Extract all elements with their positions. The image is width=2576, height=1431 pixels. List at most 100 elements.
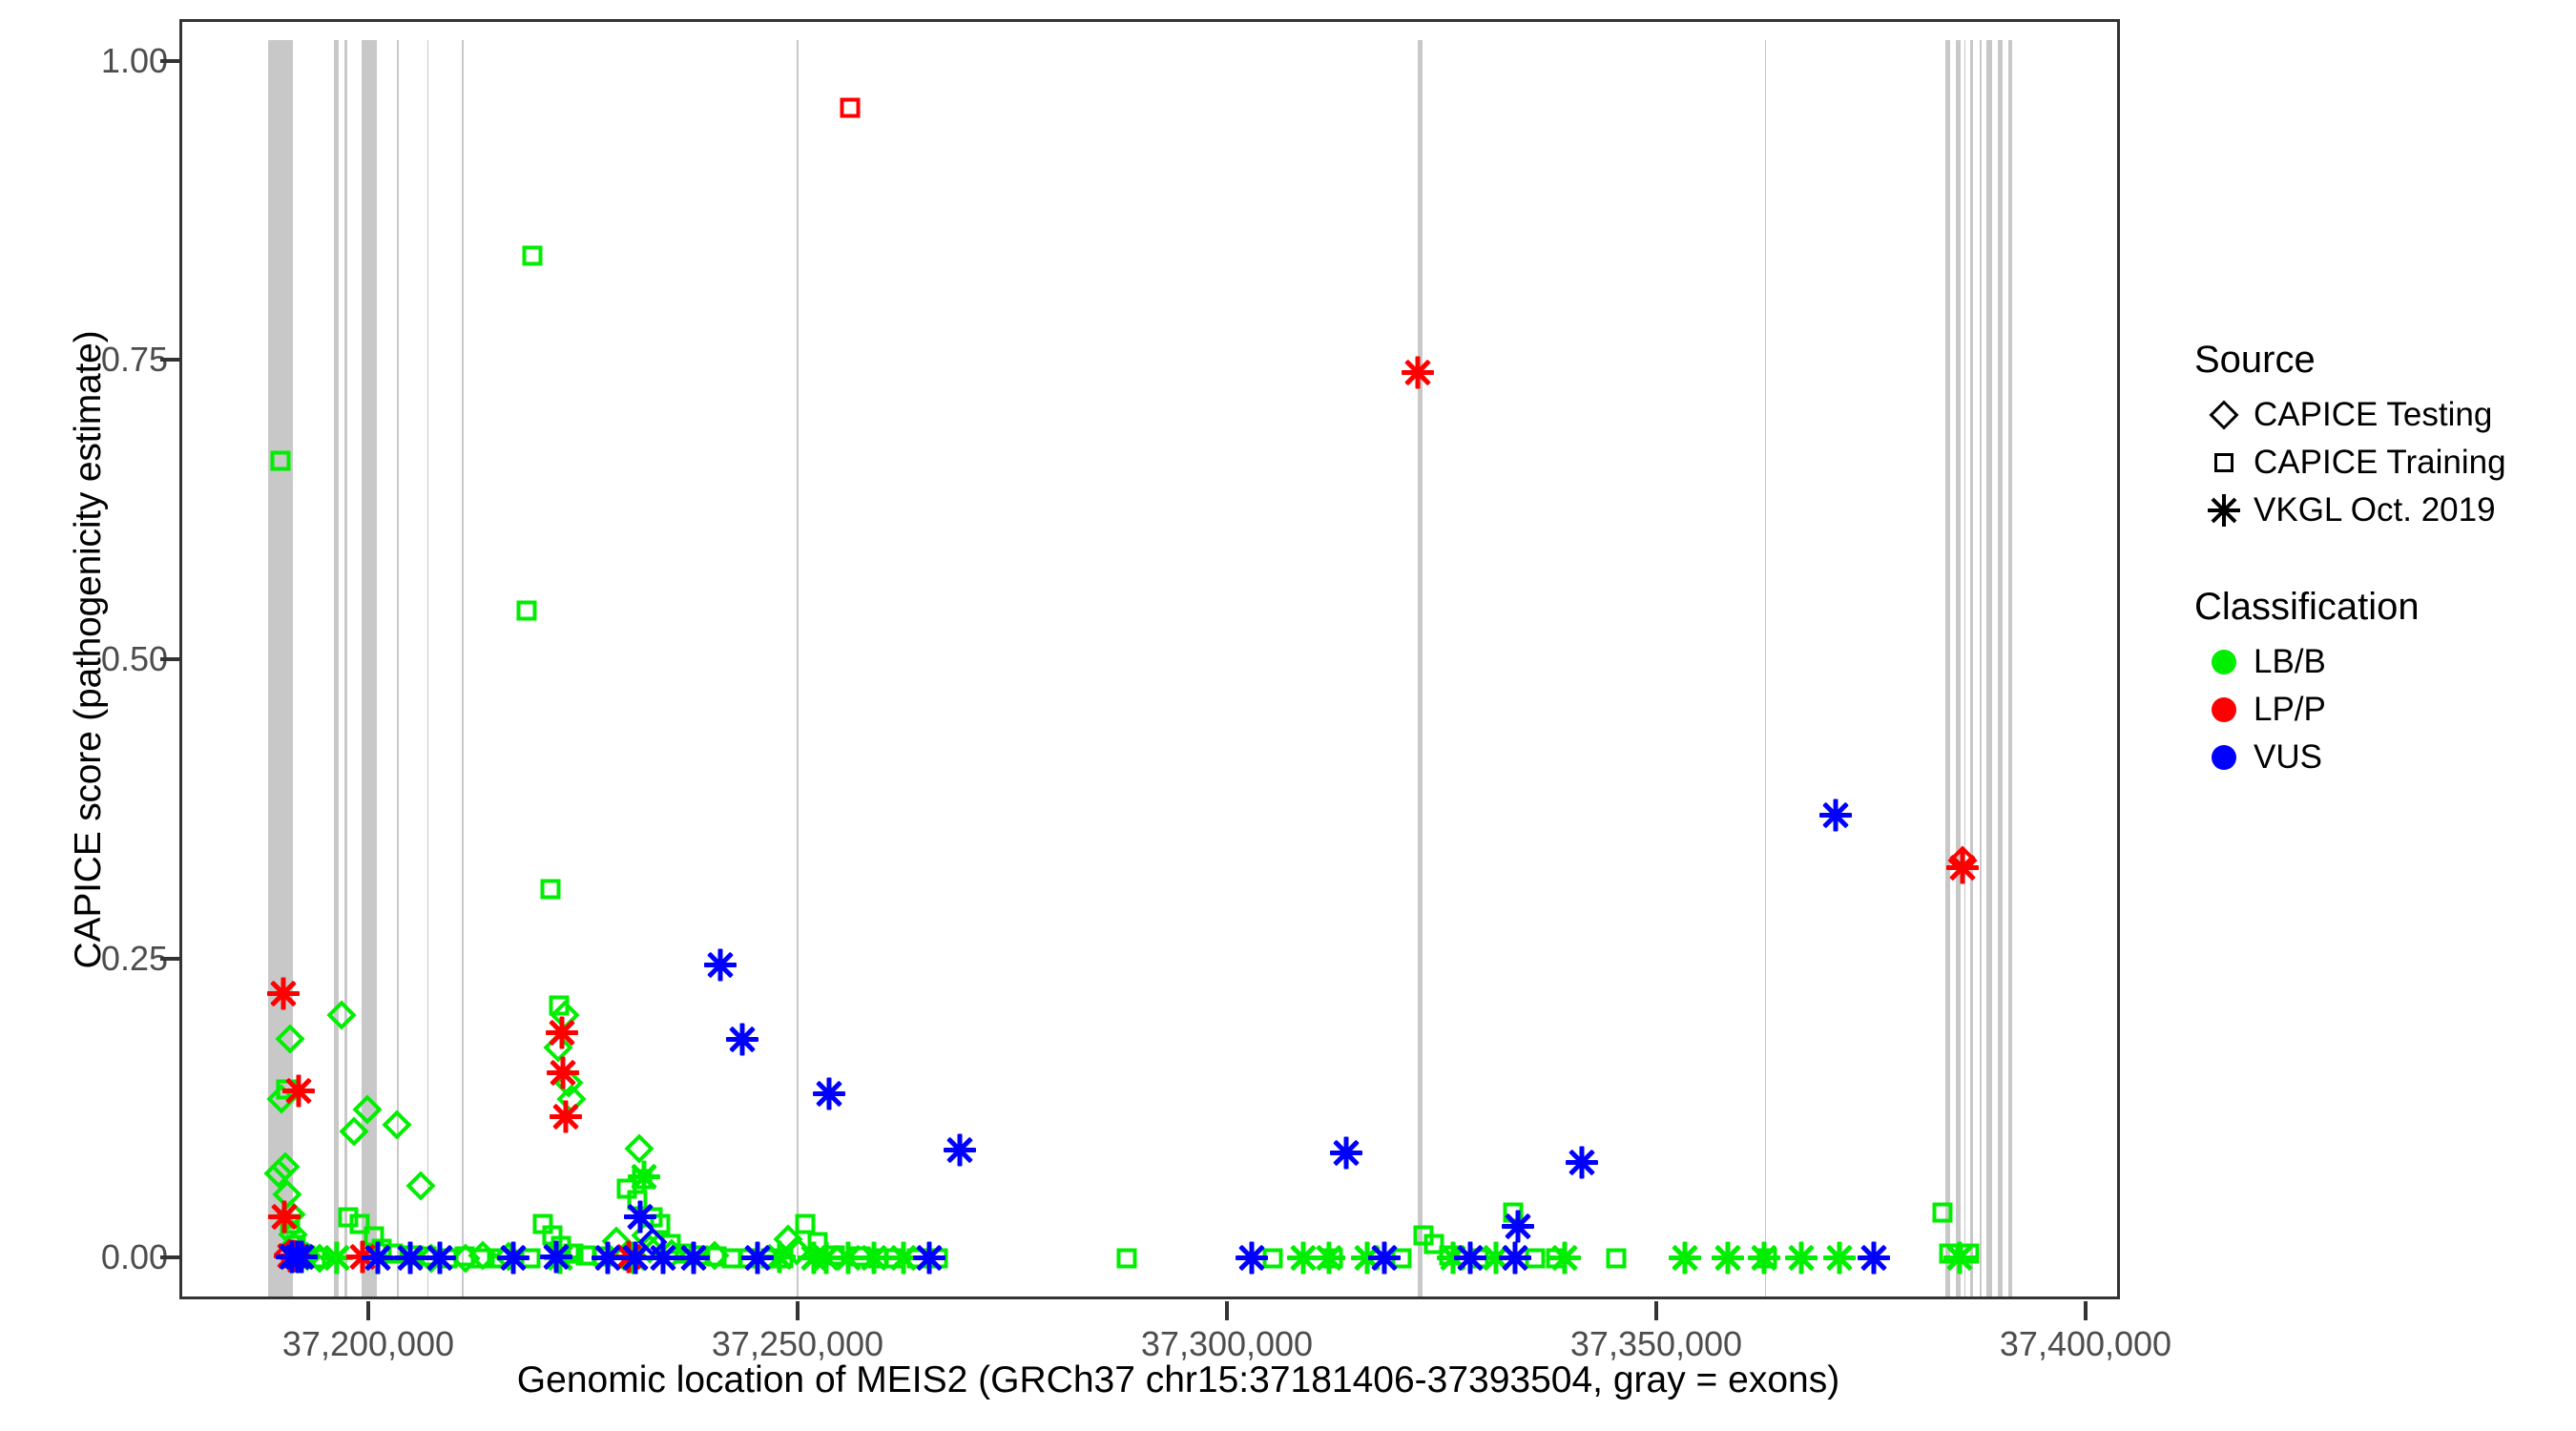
asterisk-ray — [1315, 1244, 1342, 1272]
y-tick-mark — [160, 1255, 179, 1260]
asterisk-ray — [901, 1241, 906, 1275]
asterisk-ray — [619, 1255, 653, 1261]
data-point-square — [575, 1245, 596, 1266]
asterisk-ray — [1381, 1241, 1387, 1275]
data-point-diamond — [493, 1241, 524, 1272]
dot-icon — [2212, 650, 2236, 674]
asterisk-ray — [559, 1016, 565, 1049]
asterisk-ray — [811, 1241, 816, 1275]
asterisk-ray — [1515, 1210, 1520, 1243]
asterisk-ray — [1315, 1244, 1342, 1272]
asterisk-ray — [396, 1244, 424, 1272]
data-point-square — [824, 1245, 845, 1266]
asterisk-ray — [1725, 1241, 1731, 1275]
x-tick-mark — [796, 1301, 800, 1320]
data-point-square — [688, 1245, 709, 1266]
data-point-diamond — [634, 1233, 665, 1264]
data-point-square — [627, 1190, 648, 1211]
exon-band — [2008, 40, 2012, 1296]
asterisk-ray — [545, 1030, 578, 1036]
data-point-square — [721, 1248, 742, 1269]
data-point-square — [906, 1248, 926, 1269]
legend-item-label: CAPICE Training — [2254, 444, 2506, 481]
asterisk-ray — [623, 1214, 656, 1220]
asterisk-ray — [1364, 1241, 1370, 1275]
data-point-square — [642, 1207, 663, 1228]
data-point-square — [470, 1248, 491, 1269]
asterisk-ray — [626, 1204, 654, 1231]
legend-key — [2194, 638, 2254, 686]
x-tick-label: 37,400,000 — [1999, 1324, 2172, 1363]
data-point-square — [532, 1213, 553, 1234]
legend-group-classification: Classification LB/B LP/P VUS — [2194, 586, 2576, 781]
exon-band — [344, 40, 347, 1296]
asterisk-ray — [815, 1080, 842, 1108]
asterisk-ray — [1343, 1136, 1348, 1170]
exon-band — [1764, 40, 1767, 1296]
legend-item-capice-testing[interactable]: CAPICE Testing — [2194, 391, 2576, 439]
data-point-square — [1525, 1248, 1545, 1269]
data-point-diamond — [624, 1133, 654, 1165]
asterisk-ray — [650, 1244, 676, 1272]
asterisk-ray — [707, 951, 735, 979]
asterisk-ray — [1312, 1255, 1345, 1261]
legend-item-vus[interactable]: VUS — [2194, 734, 2576, 781]
data-point-square — [1439, 1245, 1459, 1266]
asterisk-ray — [641, 1160, 647, 1193]
data-point-square — [290, 1243, 311, 1264]
asterisk-ray — [691, 1241, 696, 1275]
asterisk-ray — [660, 1241, 666, 1275]
data-point-square — [738, 1248, 759, 1269]
x-tick-mark — [2084, 1301, 2088, 1320]
asterisk-ray — [1682, 1241, 1688, 1275]
asterisk-ray — [1858, 1255, 1890, 1261]
asterisk-ray — [916, 1244, 943, 1272]
asterisk-ray — [800, 1244, 827, 1272]
legend-item-vkgl-oct-2019[interactable]: VKGL Oct. 2019 — [2194, 487, 2576, 534]
asterisk-ray — [679, 1244, 707, 1272]
data-point-diamond — [326, 1000, 357, 1030]
data-point-square — [520, 1248, 540, 1269]
asterisk-ray — [591, 1255, 624, 1261]
asterisk-ray — [797, 1255, 830, 1261]
legend-item-label: VUS — [2254, 738, 2322, 776]
asterisk-ray — [1945, 865, 1979, 871]
asterisk-ray — [1787, 1244, 1815, 1272]
data-point-square — [884, 1248, 905, 1269]
asterisk-ray — [628, 1173, 661, 1179]
data-point-diamond — [416, 1243, 447, 1274]
asterisk-ray — [1368, 1255, 1401, 1261]
asterisk-ray — [549, 1059, 576, 1086]
asterisk-ray — [1871, 1241, 1877, 1275]
data-point-square — [1322, 1248, 1343, 1269]
asterisk-ray — [1450, 1241, 1456, 1275]
legend-item-capice-training[interactable]: CAPICE Training — [2194, 439, 2576, 487]
exon-band — [268, 40, 294, 1296]
legend-title-source: Source — [2194, 339, 2316, 381]
asterisk-ray — [631, 1163, 657, 1191]
y-tick-mark — [160, 956, 179, 961]
legend-item-lp-p[interactable]: LP/P — [2194, 686, 2576, 734]
asterisk-ray — [860, 1244, 887, 1272]
data-point-square — [551, 1235, 571, 1256]
exon-band — [397, 40, 399, 1296]
y-tick-label: 0.25 — [100, 938, 168, 978]
asterisk-ray — [544, 1255, 576, 1261]
asterisk-ray — [552, 1103, 580, 1130]
legend-item-label: LB/B — [2254, 643, 2326, 680]
asterisk-ray — [1286, 1255, 1319, 1261]
data-point-diamond — [304, 1243, 335, 1274]
data-point-square — [540, 879, 561, 900]
asterisk-ray — [1457, 1244, 1484, 1272]
data-point-square — [760, 1248, 780, 1269]
asterisk-ray — [553, 1240, 558, 1274]
asterisk-ray — [813, 1244, 840, 1272]
asterisk-ray — [549, 1020, 575, 1047]
legend-key — [2194, 734, 2254, 781]
asterisk-ray — [396, 1244, 424, 1272]
asterisk-ray — [631, 1241, 635, 1275]
asterisk-ray — [857, 1255, 890, 1261]
exon-band — [1969, 40, 1974, 1296]
asterisk-ray — [550, 1114, 583, 1120]
legend-item-lb-b[interactable]: LB/B — [2194, 638, 2576, 686]
